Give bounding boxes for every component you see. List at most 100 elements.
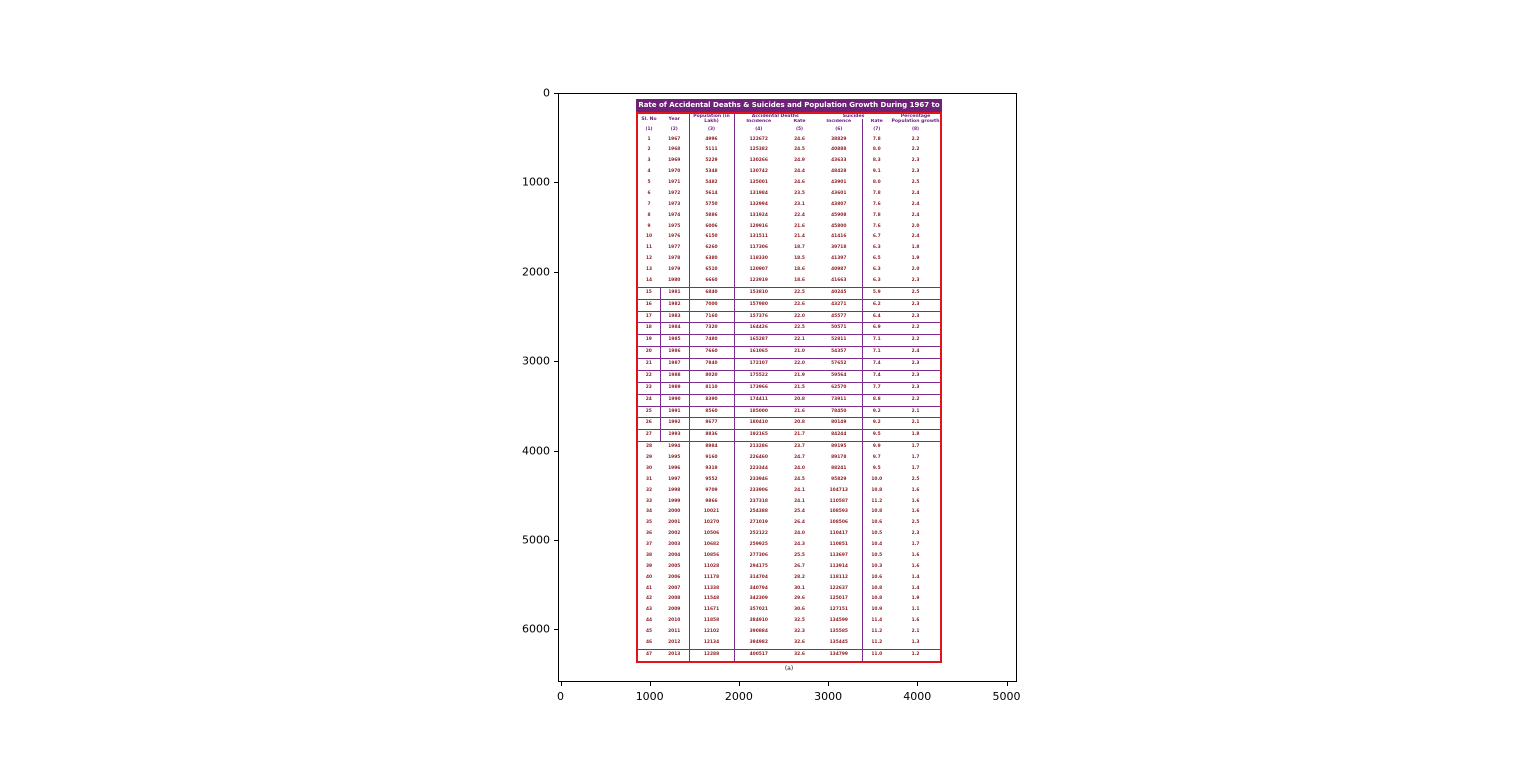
table-cell: 2006	[660, 572, 690, 584]
table-cell: 2.5	[891, 286, 941, 300]
table-cell: 2.3	[911, 531, 920, 537]
table-cell: 7000	[689, 298, 735, 312]
table-cell: 192165	[734, 429, 783, 443]
y-tick-label: 4000	[522, 444, 550, 458]
table-cell: 80149	[816, 417, 863, 431]
table-cell: 6006	[689, 221, 735, 233]
table-cell: 394982	[749, 639, 768, 645]
table-cell: 259925	[749, 542, 768, 548]
table-cell: 1975	[660, 221, 690, 233]
table-cell: 52811	[816, 334, 863, 348]
table-row: 29 1995 9160 226460 24.7 89178 9.7 1.7	[638, 453, 940, 464]
table-row: 43 2009 11671 357021 30.6 127151 10.9 1.1	[638, 605, 940, 617]
table-cell: 24.0	[794, 465, 805, 471]
table-cell: 135001	[749, 180, 768, 186]
column-number: (7)	[873, 127, 881, 133]
table-cell: 118112	[816, 572, 863, 584]
table-row: 33 1999 9866 237318 24.1 110587 11.2 1.6	[638, 496, 940, 508]
table-cell: 2.3	[891, 310, 941, 324]
table-cell: 9709	[689, 485, 735, 497]
table-cell: 1998	[660, 485, 690, 497]
table-cell: 135445	[816, 637, 863, 650]
column-number: (6)	[816, 124, 863, 135]
table-cell: 5	[647, 180, 651, 186]
table-cell: 7.8	[872, 212, 881, 218]
table-cell: 9319	[689, 463, 735, 475]
table-cell: 18.6	[794, 277, 805, 283]
table-cell: 223344	[749, 465, 768, 471]
table-cell: 2.3	[911, 158, 920, 164]
table-cell: 42	[645, 596, 653, 602]
table-row: 18 1984 7320 164426 22.5 50571 6.9 2.2	[638, 322, 941, 336]
table-row: 24 1990 8390 174411 20.8 73911 8.8 2.2	[638, 393, 941, 407]
table-cell: 6.3	[872, 245, 881, 251]
table-cell: 1980	[660, 275, 690, 288]
table-cell: 6.3	[872, 267, 881, 273]
table-cell: 26.7	[794, 563, 805, 569]
table-cell: 7.8	[872, 136, 881, 142]
table-cell: 174411	[734, 393, 783, 407]
table-cell: 10.5	[871, 531, 883, 537]
table-cell: 2.0	[911, 267, 920, 273]
table-cell: 6.5	[872, 256, 881, 262]
table-cell: 7.4	[862, 358, 892, 371]
table-row: 46 2012 12134 394982 32.6 135445 11.2 1.3	[638, 637, 940, 650]
table-caption: (a)	[784, 664, 794, 672]
table-cell: 41	[645, 585, 653, 591]
table-cell: 135585	[816, 627, 863, 638]
table-cell: 38829	[816, 134, 863, 146]
y-tick-label: 2000	[522, 265, 550, 279]
x-tick-label: 1000	[635, 690, 664, 703]
table-cell: 233946	[749, 476, 768, 482]
table-cell: 24.5	[794, 147, 805, 153]
column-number: (1)	[645, 127, 653, 133]
table-row: 39 2005 11028 294175 26.7 113914 10.3 1.6	[638, 561, 940, 573]
table-cell: 237318	[749, 498, 768, 504]
table-cell: 95829	[816, 474, 863, 486]
table-cell: 10	[645, 234, 653, 240]
table-cell: 21.7	[783, 429, 817, 443]
table-cell: 1976	[660, 232, 690, 244]
y-tick-mark	[554, 540, 558, 541]
table-cell: 25	[638, 405, 660, 419]
table-cell: 40245	[816, 286, 863, 300]
table-cell: 2.1	[891, 417, 941, 431]
table-header: Sl. No Year Population (in Lakh) Acciden…	[638, 114, 940, 135]
table-cell: 12102	[689, 627, 735, 638]
table-cell: 1	[647, 136, 651, 142]
table-cell: 28	[645, 444, 653, 450]
table-row: 21 1987 7840 172107 22.0 57652 7.4 2.3	[638, 358, 941, 371]
table-cell: 11	[645, 245, 653, 251]
table-row: 16 1982 7000 157980 22.6 43271 6.2 2.3	[638, 298, 941, 312]
table-cell: 39	[645, 563, 653, 569]
table-cell: 30.1	[794, 585, 805, 591]
table-row: 40 2006 11178 314704 28.2 118112 10.6 1.4	[638, 572, 940, 584]
table-cell: 1971	[660, 178, 690, 189]
table-cell: 1977	[660, 243, 690, 255]
table-cell: 1.7	[911, 465, 920, 471]
table-cell: 1.6	[911, 552, 920, 558]
table-cell: 3	[647, 158, 651, 164]
table-row: 10 1976 6150 131511 21.4 41416 6.7 2.4	[638, 232, 940, 244]
table-cell: 254388	[749, 509, 768, 515]
table-cell: 8677	[689, 417, 735, 431]
table-cell: 1987	[659, 358, 690, 371]
table-cell: 2013	[660, 648, 690, 661]
table-cell: 1.6	[911, 563, 920, 569]
x-tick-label: 2000	[724, 690, 753, 703]
table-cell: 10.5	[871, 552, 883, 558]
table-cell: 24.1	[794, 498, 805, 504]
table-cell: 2012	[660, 637, 690, 650]
table-cell: 7840	[689, 358, 735, 371]
table-cell: 2.2	[911, 136, 920, 142]
table-cell: 1995	[660, 453, 690, 464]
x-tick-label: 3000	[814, 690, 843, 703]
table-row: 2 1968 5111 125382 24.5 40888 8.0 2.2	[638, 145, 940, 157]
table-cell: 89178	[816, 453, 863, 464]
table-cell: 14	[645, 277, 653, 283]
table-cell: 1978	[660, 254, 690, 266]
y-tick-mark	[554, 271, 558, 273]
table-cell: 20.8	[783, 417, 817, 431]
table-cell: 30	[645, 465, 653, 471]
table-row: 25 1991 8560 185000 21.6 78450 9.2 2.1	[638, 405, 941, 419]
